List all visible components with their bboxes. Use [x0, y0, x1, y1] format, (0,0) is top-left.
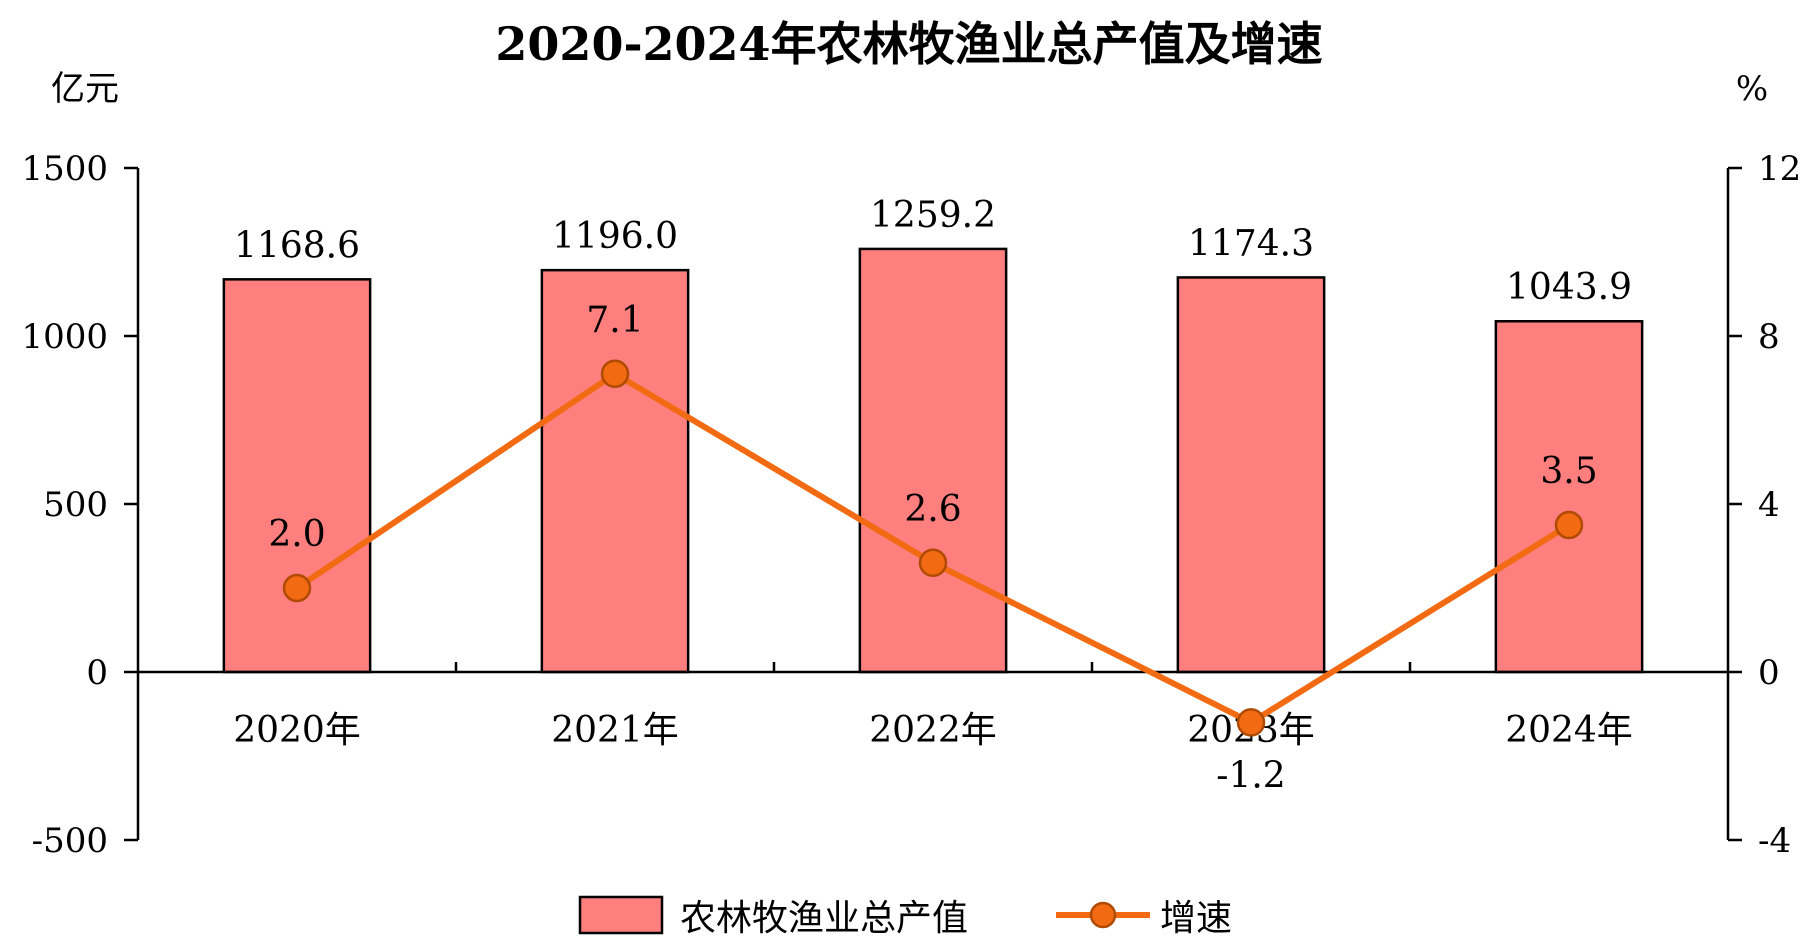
growth-marker — [1554, 510, 1584, 540]
bar-value-label: 1259.2 — [870, 195, 996, 236]
right-tick-label: -4 — [1758, 821, 1791, 861]
legend-line-label: 增速 — [1160, 898, 1232, 939]
growth-value-label: 7.1 — [586, 300, 643, 341]
growth-value-label: -1.2 — [1216, 755, 1285, 796]
legend-bar-swatch — [578, 895, 664, 935]
category-label: 2021年 — [551, 710, 679, 751]
left-tick-label: 1500 — [21, 149, 108, 189]
right-tick-label: 0 — [1758, 653, 1780, 693]
data-labels: 1168.6 1196.0 1259.2 1174.3 1043.9 2.0 7.1 2.6 -… — [234, 195, 1632, 796]
category-label: 2024年 — [1505, 710, 1633, 751]
left-tick-label: -500 — [32, 821, 108, 861]
bar-2 — [540, 268, 690, 674]
bar-1 — [222, 278, 372, 674]
bar-value-label: 1174.3 — [1188, 223, 1314, 264]
right-tick-label: 12 — [1758, 149, 1801, 189]
bar-3 — [858, 247, 1008, 674]
bar-series — [222, 247, 1644, 674]
growth-marker — [282, 573, 312, 603]
line-series — [282, 359, 1584, 737]
axes: 1500 12 1000 8 500 4 0 0 -500 -4 2020年 2021年 2022年 20… — [21, 149, 1801, 861]
legend: 农林牧渔业总产值 增速 — [578, 895, 1232, 939]
left-axis-unit: 亿元 — [51, 69, 119, 109]
legend-line-marker — [1089, 901, 1117, 929]
category-label: 2020年 — [233, 710, 361, 751]
bar-value-label: 1196.0 — [552, 216, 678, 257]
growth-marker — [1236, 708, 1266, 737]
bar-4 — [1176, 276, 1326, 674]
legend-bar-label: 农林牧渔业总产值 — [680, 898, 968, 939]
growth-value-label: 2.0 — [268, 514, 325, 555]
bar-5 — [1494, 319, 1644, 674]
right-tick-label: 4 — [1758, 485, 1780, 525]
left-tick-label: 1000 — [21, 317, 108, 357]
bar-value-label: 1043.9 — [1506, 267, 1632, 308]
bar-value-label: 1168.6 — [234, 225, 360, 266]
growth-marker — [600, 359, 630, 389]
right-axis-unit: % — [1736, 69, 1768, 109]
chart-title: 2020-2024年农林牧渔业总产值及增速 — [495, 17, 1322, 71]
left-tick-label: 500 — [43, 485, 108, 525]
left-tick-label: 0 — [86, 653, 108, 693]
right-tick-label: 8 — [1758, 317, 1780, 357]
growth-value-label: 3.5 — [1540, 451, 1597, 492]
category-label: 2022年 — [869, 710, 997, 751]
growth-marker — [918, 548, 948, 578]
growth-value-label: 2.6 — [904, 489, 961, 530]
